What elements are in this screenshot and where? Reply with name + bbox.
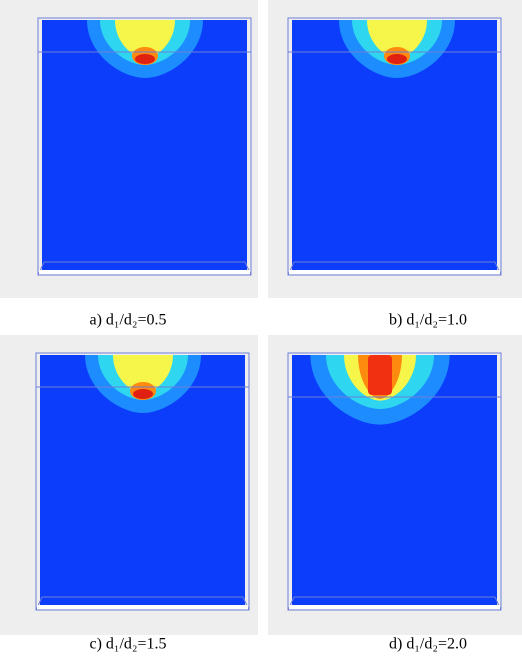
contour bbox=[133, 389, 153, 399]
contour bbox=[368, 355, 392, 395]
contour bbox=[115, 20, 175, 58]
outline bbox=[287, 17, 502, 276]
outline bbox=[35, 352, 250, 611]
caption: d) d₁/d₂=2.0 bbox=[389, 636, 467, 653]
contour bbox=[367, 20, 427, 58]
contour bbox=[387, 54, 407, 64]
contour bbox=[135, 54, 155, 64]
caption: a) d₁/d₂=0.5 bbox=[89, 312, 166, 329]
caption: b) d₁/d₂=1.0 bbox=[389, 312, 467, 329]
floor bbox=[37, 605, 248, 609]
floor bbox=[289, 605, 500, 609]
outline bbox=[287, 352, 502, 611]
floor bbox=[289, 270, 500, 274]
contour bbox=[113, 355, 173, 393]
outline bbox=[37, 17, 252, 276]
caption: c) d₁/d₂=1.5 bbox=[89, 636, 166, 653]
floor bbox=[39, 270, 250, 274]
